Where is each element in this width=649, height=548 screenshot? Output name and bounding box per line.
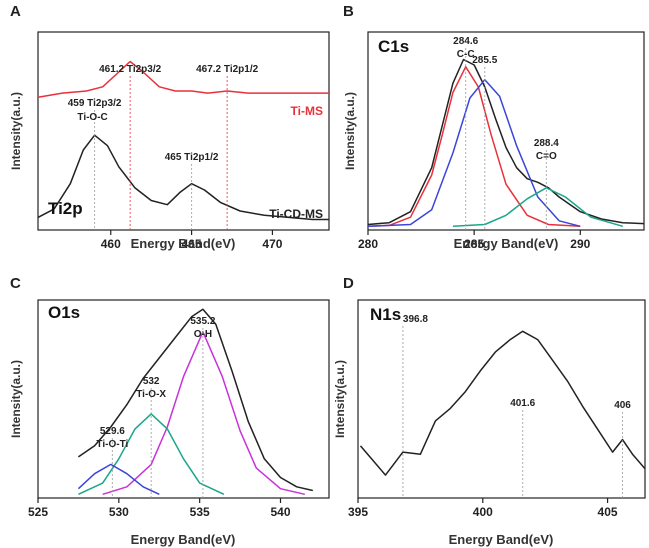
y-axis-label: Intensity(a.u.) (9, 360, 23, 438)
x-tick-label: 535 (190, 505, 210, 519)
x-tick-label: 470 (262, 237, 282, 251)
series-line-2 (367, 66, 581, 228)
peak-label: 396.8 (403, 314, 428, 325)
x-tick-label: 540 (270, 505, 290, 519)
plot-frame (37, 31, 330, 231)
x-tick-label: 400 (473, 505, 493, 519)
panel-letter: B (343, 3, 354, 20)
peak-label: 284.6 (453, 36, 478, 47)
plot-frame (37, 299, 330, 499)
peak-label: 459 Ti2p3/2 (68, 98, 122, 109)
peak-assignment: C=O (536, 151, 557, 162)
panel-a: A 460 465 470 Energy Band(eV) Intensity(a.u.)… (9, 3, 330, 251)
peak-assignment: Ti-O-Ti (96, 439, 128, 450)
panel-letter: A (10, 3, 21, 20)
x-axis-label: Energy Band(eV) (131, 236, 236, 251)
panel-title: N1s (370, 305, 401, 324)
series-line-1 (359, 330, 646, 476)
plot-frame (367, 31, 645, 231)
x-tick-label: 465 (182, 237, 202, 251)
peak-label: 401.6 (510, 398, 535, 409)
series-label-ti-cd-ms: Ti-CD-MS (269, 207, 323, 221)
peak-label: 406 (614, 400, 631, 411)
y-axis-label: Intensity(a.u.) (343, 92, 357, 170)
x-axis-label: Energy Band(eV) (131, 532, 236, 547)
peak-label: 467.2 Ti2p1/2 (196, 64, 259, 75)
x-tick-label: 290 (570, 237, 590, 251)
panel-title: C1s (378, 37, 409, 56)
y-axis-label: Intensity(a.u.) (333, 360, 347, 438)
panel-c: C 525 530 535 540 Energy Band(eV) Intensity(a.… (9, 275, 330, 547)
series-line-2 (102, 331, 305, 496)
panel-b: B 280 285 290 Energy Band(eV) Intensity(a.u.)… (343, 3, 645, 251)
peak-assignment: O-H (194, 329, 212, 340)
series-line-1 (367, 58, 645, 226)
panel-title: Ti2p (48, 199, 83, 218)
series-line-4 (452, 187, 624, 228)
peak-assignment: Ti-O-X (136, 389, 166, 400)
series-line-1 (77, 308, 313, 492)
series-line-1 (37, 60, 329, 99)
x-tick-label: 405 (598, 505, 618, 519)
x-tick-label: 280 (358, 237, 378, 251)
peak-assignment: Ti-O-C (77, 112, 107, 123)
plot-frame (357, 299, 646, 499)
panel-d: D 395 400 405 Energy Band(eV) Intensity(a.u.)… (333, 0, 646, 547)
panel-title: O1s (48, 303, 80, 322)
series-line-4 (77, 463, 160, 495)
x-axis-label: Energy Band(eV) (454, 236, 559, 251)
peak-label: 529.6 (100, 426, 125, 437)
x-tick-label: 460 (101, 237, 121, 251)
peak-label: 461.2 Ti2p3/2 (99, 64, 162, 75)
peak-label: 532 (143, 376, 160, 387)
x-axis-label: Energy Band(eV) (449, 532, 554, 547)
peak-label: 285.5 (472, 55, 497, 66)
x-tick-label: 285 (464, 237, 484, 251)
x-tick-label: 525 (28, 505, 48, 519)
series-label-ti-ms: Ti-MS (291, 104, 323, 118)
peak-assignment: C-C (457, 49, 475, 60)
series-line-2 (37, 134, 329, 221)
peak-label: 465 Ti2p1/2 (165, 152, 219, 163)
y-axis-label: Intensity(a.u.) (9, 92, 23, 170)
peak-assignment: Ti-N (401, 0, 420, 3)
panel-letter: C (10, 275, 21, 292)
peak-label: 288.4 (534, 138, 559, 149)
x-tick-label: 395 (348, 505, 368, 519)
peak-label: 535.2 (190, 316, 215, 327)
panel-letter: D (343, 275, 354, 292)
x-tick-label: 530 (109, 505, 129, 519)
